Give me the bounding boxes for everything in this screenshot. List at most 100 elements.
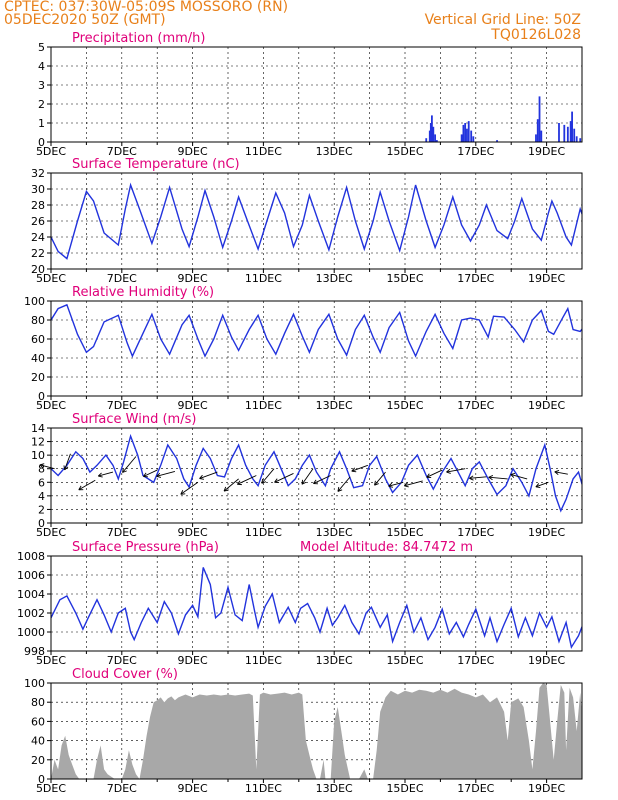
precipitation-panel	[47, 46, 583, 146]
precipitation-xtick-label: 11DEC	[245, 145, 282, 158]
cloud-cover-xtick-label: 11DEC	[245, 782, 282, 795]
cloud-cover-area	[51, 683, 582, 779]
precipitation-bar	[575, 136, 578, 142]
precipitation-bar	[466, 128, 468, 142]
surface-pressure-ytick-label: 1004	[17, 588, 45, 601]
wind-arrow	[313, 475, 331, 485]
surface-wind-xtick-label: 15DEC	[386, 526, 423, 539]
precipitation-xtick-label: 5DEC	[36, 145, 66, 158]
wind-arrow	[156, 470, 176, 478]
surface-temperature-line	[51, 182, 582, 260]
cloud-cover-ytick-label: 60	[31, 715, 45, 728]
cloud-cover-ytick-label: 100	[24, 677, 45, 690]
wind-arrow	[122, 456, 137, 473]
precipitation-frame	[50, 46, 583, 143]
surface-pressure-ytick-label: 1008	[17, 550, 45, 563]
precipitation-bar	[425, 138, 428, 142]
precipitation-bar	[571, 111, 573, 142]
cloud-cover-xtick-label: 15DEC	[386, 782, 423, 795]
precipitation-bar	[435, 140, 438, 142]
surface-temperature-xtick-label: 13DEC	[316, 272, 353, 285]
precipitation-bar	[464, 123, 467, 142]
cloud-cover-xtick-label: 5DEC	[36, 782, 66, 795]
surface-pressure-frame	[50, 555, 583, 652]
relative-humidity-ytick-label: 20	[31, 371, 45, 384]
wind-arrow	[535, 481, 549, 488]
surface-wind-ytick-label: 6	[38, 476, 45, 489]
surface-wind-ytick-label: 0	[38, 517, 45, 530]
precipitation-bar	[563, 124, 566, 142]
cloud-cover-xtick-label: 13DEC	[316, 782, 353, 795]
surface-pressure-ytick-label: 1000	[17, 626, 45, 639]
relative-humidity-xtick-label: 19DEC	[528, 399, 565, 412]
wind-arrow	[143, 469, 158, 478]
relative-humidity-ytick-label: 0	[38, 390, 45, 403]
surface-pressure-ytick-label: 1002	[17, 607, 45, 620]
surface-wind-xtick-label: 7DEC	[107, 526, 137, 539]
surface-wind-xtick-label: 11DEC	[245, 526, 282, 539]
wind-arrow	[374, 471, 386, 486]
precipitation-bar	[558, 123, 560, 142]
relative-humidity-xtick-label: 13DEC	[316, 399, 353, 412]
surface-temperature-xtick-label: 5DEC	[36, 272, 66, 285]
surface-temperature-ytick-label: 28	[31, 199, 45, 212]
model-altitude: Model Altitude: 84.7472 m	[300, 540, 473, 555]
precipitation-bar	[566, 126, 569, 142]
relative-humidity-xtick-label: 5DEC	[36, 399, 66, 412]
surface-temperature-xtick-label: 17DEC	[457, 272, 494, 285]
precipitation-bar	[472, 136, 475, 142]
precipitation-bar	[432, 126, 435, 142]
precipitation-bar	[536, 119, 539, 142]
wind-arrow	[488, 475, 508, 481]
model-code: TQ0126L028	[491, 27, 581, 43]
surface-wind-panel	[39, 427, 583, 527]
wind-arrow	[223, 478, 239, 492]
precipitation-ytick-label: 2	[38, 98, 45, 111]
wind-arrow	[274, 473, 294, 484]
surface-temperature-ytick-label: 26	[31, 215, 45, 228]
wind-arrow	[404, 480, 423, 488]
precipitation-title: Precipitation (mm/h)	[72, 31, 205, 46]
surface-temperature-xtick-label: 19DEC	[528, 272, 565, 285]
precipitation-xtick-label: 17DEC	[457, 145, 494, 158]
wind-arrow	[301, 468, 314, 485]
precipitation-bar	[579, 138, 582, 142]
surface-pressure-xtick-label: 7DEC	[107, 654, 137, 667]
precipitation-bar	[460, 134, 463, 142]
surface-wind-xtick-label: 17DEC	[457, 526, 494, 539]
precipitation-xtick-label: 9DEC	[178, 145, 208, 158]
surface-wind-ytick-label: 10	[31, 449, 45, 462]
relative-humidity-ytick-label: 60	[31, 333, 45, 346]
surface-wind-ytick-label: 8	[38, 463, 45, 476]
surface-wind-ytick-label: 2	[38, 503, 45, 516]
wind-arrow	[351, 464, 368, 473]
precipitation-ytick-label: 0	[38, 136, 45, 149]
surface-temperature-ytick-label: 24	[31, 231, 45, 244]
precipitation-xtick-label: 19DEC	[528, 145, 565, 158]
surface-pressure-xtick-label: 17DEC	[457, 654, 494, 667]
precipitation-bar	[569, 121, 572, 142]
cloud-cover-xtick-label: 19DEC	[528, 782, 565, 795]
surface-pressure-xtick-label: 11DEC	[245, 654, 282, 667]
precipitation-bar	[538, 96, 541, 142]
relative-humidity-xtick-label: 15DEC	[386, 399, 423, 412]
precipitation-bar	[434, 134, 436, 142]
surface-wind-xtick-label: 5DEC	[36, 526, 66, 539]
wind-arrow	[469, 475, 487, 481]
surface-wind-ytick-label: 12	[31, 436, 45, 449]
precipitation-bar	[428, 130, 431, 142]
surface-wind-ytick-label: 4	[38, 490, 45, 503]
surface-temperature-xtick-label: 7DEC	[107, 272, 137, 285]
cloud-cover-panel	[47, 682, 583, 783]
relative-humidity-ytick-label: 40	[31, 352, 45, 365]
wind-arrow	[63, 453, 71, 471]
relative-humidity-line	[51, 303, 582, 358]
precipitation-xtick-label: 13DEC	[316, 145, 353, 158]
surface-pressure-ytick-label: 998	[24, 645, 45, 658]
precipitation-bar	[470, 130, 473, 142]
surface-temperature-title: Surface Temperature (nC)	[72, 157, 240, 172]
surface-pressure-title: Surface Pressure (hPa)	[72, 540, 219, 555]
surface-wind-ytick-label: 14	[31, 422, 45, 435]
surface-temperature-ytick-label: 32	[31, 167, 45, 180]
relative-humidity-ytick-label: 80	[31, 314, 45, 327]
